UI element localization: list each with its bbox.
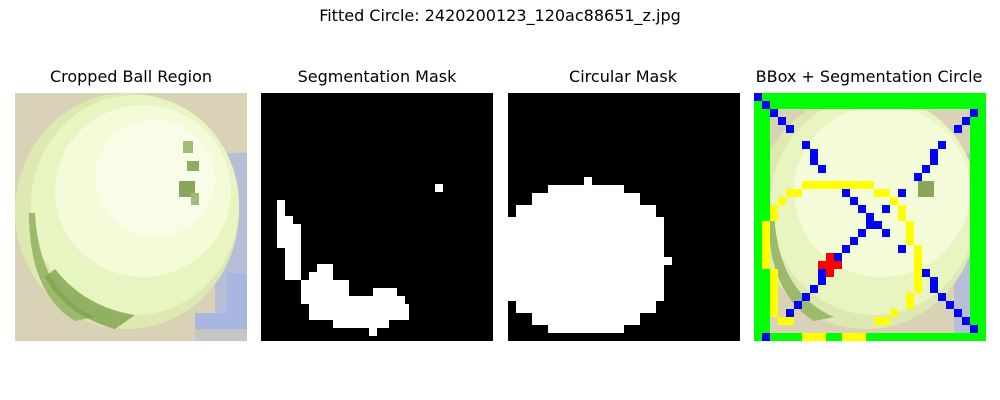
figure-title: Fitted Circle: 2420200123_120ac88651_z.j… xyxy=(0,5,1000,27)
panel-title-segmentation: Segmentation Mask xyxy=(247,66,507,88)
cropped-ball-image xyxy=(15,93,247,341)
circular-mask-image xyxy=(508,93,740,341)
panel-title-circular: Circular Mask xyxy=(493,66,753,88)
segmentation-mask-image xyxy=(261,93,493,341)
bbox-overlay-image xyxy=(754,93,986,341)
panel-title-overlay: BBox + Segmentation Circle xyxy=(739,66,999,88)
panel-title-cropped: Cropped Ball Region xyxy=(1,66,261,88)
